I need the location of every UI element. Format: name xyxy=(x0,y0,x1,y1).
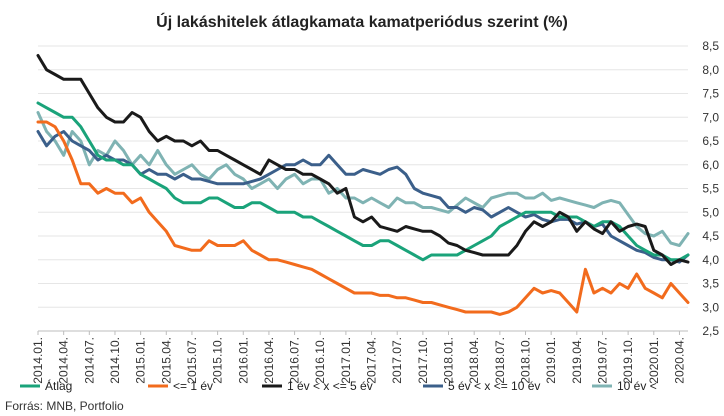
x-tick-label: 2016.10. xyxy=(313,337,327,384)
x-tick-label: 2015.10. xyxy=(211,337,225,384)
x-tick-label: 2019.07. xyxy=(595,337,609,384)
series-line-0 xyxy=(36,101,690,262)
y-tick-label: 5,5 xyxy=(702,182,719,196)
x-tick-label: 2016.04. xyxy=(262,337,276,384)
x-tick-label: 2018.01. xyxy=(442,337,456,384)
y-axis: 2,5 3,0 3,5 4,0 4,5 5,0 5,5 6,0 6,5 7,0 7,5 8,0 8,5 xyxy=(702,39,719,338)
x-tick-label: 2016.07. xyxy=(288,337,302,384)
series-line-3 xyxy=(36,130,690,264)
x-tick-label: 2015.01. xyxy=(134,337,148,384)
y-tick-label: 6,0 xyxy=(702,158,719,172)
x-tick-label: 2017.04. xyxy=(365,337,379,384)
series-line-1 xyxy=(36,120,690,316)
y-tick-label: 4,0 xyxy=(702,253,719,267)
legend-label: 10 év < xyxy=(617,379,657,393)
x-tick-label: 2017.10. xyxy=(416,337,430,384)
legend: Átlag <= 1 év 1 év < x <= 5 év 5 év < x <= … xyxy=(20,378,657,393)
x-tick-label: 2015.04. xyxy=(159,337,173,384)
y-tick-label: 6,5 xyxy=(702,134,719,148)
series-line-2 xyxy=(36,54,690,266)
x-tick-label: 2018.04. xyxy=(467,337,481,384)
x-tick-label: 2020.01. xyxy=(647,337,661,384)
x-tick-label: 2019.10. xyxy=(621,337,635,384)
legend-label: 1 év < x <= 5 év xyxy=(287,379,373,393)
x-tick-label: 2017.07. xyxy=(390,337,404,384)
x-tick-label: 2016.01. xyxy=(236,337,250,384)
legend-label: <= 1 év xyxy=(173,379,213,393)
series-line-4 xyxy=(36,111,690,247)
y-tick-label: 3,0 xyxy=(702,300,719,314)
x-tick-label: 2014.04. xyxy=(57,337,71,384)
source-note: Forrás: MNB, Portfolio xyxy=(5,399,124,413)
x-tick-label: 2018.10. xyxy=(519,337,533,384)
y-tick-label: 8,0 xyxy=(702,63,719,77)
legend-label: 5 év < x <= 10 év xyxy=(448,379,540,393)
chart-title: Új lakáshitelek átlagkamata kamatperiódu… xyxy=(156,12,568,31)
x-tick-label: 2015.07. xyxy=(185,337,199,384)
x-tick-label: 2019.04. xyxy=(570,337,584,384)
x-tick-label: 2014.10. xyxy=(108,337,122,384)
y-tick-label: 8,5 xyxy=(702,39,719,53)
x-tick-label: 2014.01. xyxy=(31,337,45,384)
y-tick-label: 5,0 xyxy=(702,205,719,219)
series-lines xyxy=(36,54,690,316)
x-tick-label: 2020.04. xyxy=(672,337,686,384)
x-tick-label: 2019.01. xyxy=(544,337,558,384)
y-tick-label: 7,5 xyxy=(702,87,719,101)
legend-label: Átlag xyxy=(45,378,72,393)
y-tick-label: 4,5 xyxy=(702,229,719,243)
y-tick-label: 2,5 xyxy=(702,324,719,338)
y-tick-label: 3,5 xyxy=(702,277,719,291)
x-tick-label: 2018.07. xyxy=(493,337,507,384)
x-tick-label: 2017.01. xyxy=(339,337,353,384)
x-tick-label: 2014.07. xyxy=(82,337,96,384)
x-axis: 2014.01. 2014.04. 2014.07. 2014.10. 2015.01.… xyxy=(31,330,688,384)
grid-lines xyxy=(38,45,688,332)
y-tick-label: 7,0 xyxy=(702,110,719,124)
